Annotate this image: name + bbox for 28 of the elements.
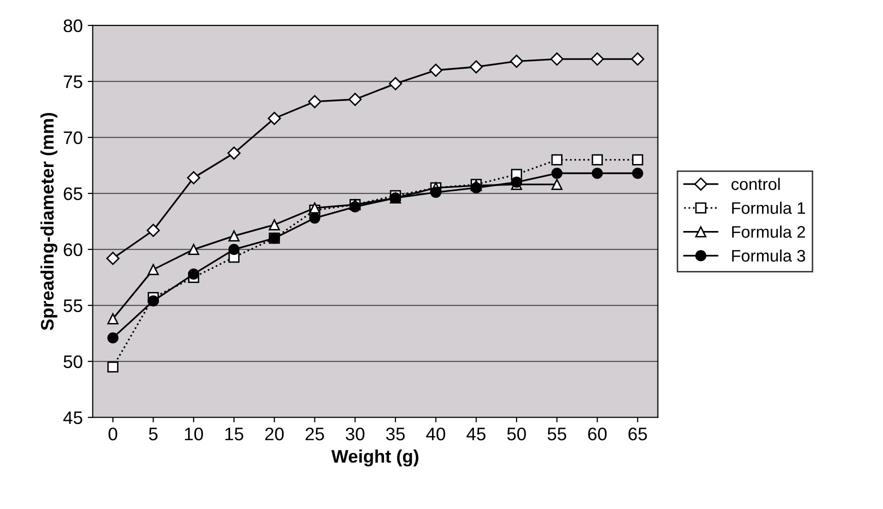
x-tick-label: 60 [588,428,607,440]
x-tick-label: 35 [386,428,405,440]
x-tick-label: 20 [265,428,284,440]
x-tick-label: 30 [346,428,364,440]
x-tick-label: 10 [184,428,203,440]
x-tick-label: 5 [148,428,158,440]
y-tick-label: 70 [64,131,82,144]
x-tick-label: 25 [306,428,324,440]
x-tick-label: 65 [628,428,647,440]
x-tick-label: 40 [426,428,446,440]
y-axis-title: Spreading-diameter (mm) [40,112,58,330]
y-tick-label: 75 [64,76,82,88]
x-tick-label: 0 [108,428,118,440]
y-tick-label: 60 [64,243,82,256]
y-tick-label: 55 [64,300,82,312]
x-tick-label: 50 [507,428,526,440]
legend-label: Formula 3 [732,249,806,262]
y-tick-label: 65 [64,187,82,200]
x-tick-label: 55 [548,428,566,440]
legend-label: control [732,178,780,190]
y-tick-label: 45 [63,412,82,424]
x-tick-label: 45 [466,428,486,440]
y-tick-label: 80 [64,19,82,32]
x-tick-label: 15 [225,428,244,440]
y-tick-label: 50 [64,355,82,368]
x-axis-title: Weight (g) [331,449,418,466]
legend-label: Formula 2 [732,226,805,238]
legend-label: Formula 1 [732,202,806,214]
